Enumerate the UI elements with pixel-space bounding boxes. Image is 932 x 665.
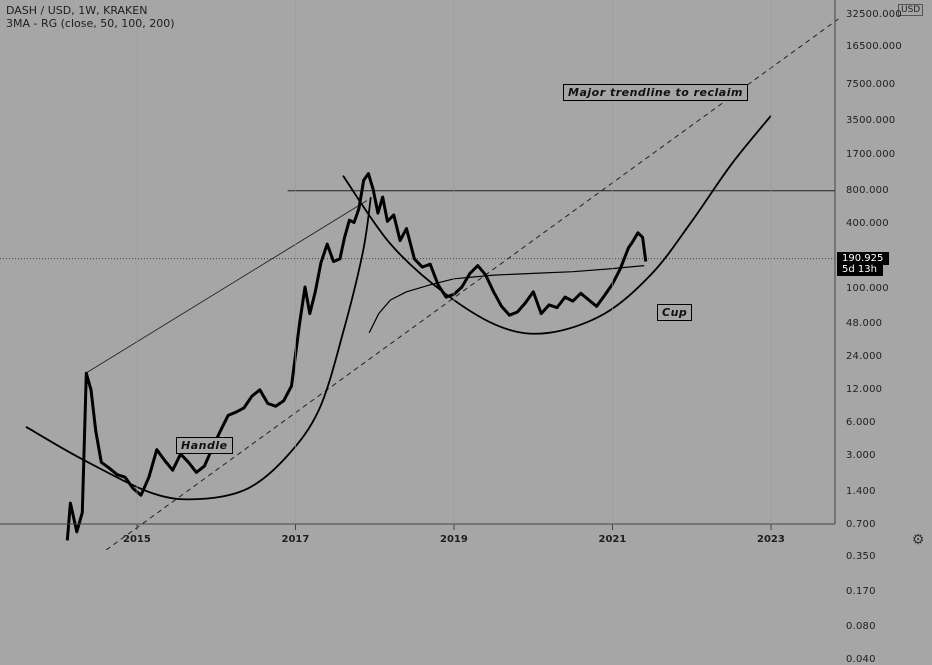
time-tick-label: 2017 — [282, 534, 310, 545]
price-chart[interactable] — [0, 0, 932, 550]
price-tick-label: 400.000 — [846, 218, 889, 229]
cup-curve — [343, 116, 771, 334]
price-tick-label: 7500.000 — [846, 79, 895, 90]
price-tick-label: 48.000 — [846, 318, 882, 329]
price-tick-label: 100.000 — [846, 283, 889, 294]
price-tick-label: 0.700 — [846, 519, 876, 530]
countdown-tag: 5d 13h — [837, 263, 883, 276]
chart-container: DASH / USD, 1W, KRAKEN 3MA - RG (close, … — [0, 0, 932, 550]
price-tick-label: 800.000 — [846, 185, 889, 196]
price-tick-label: 1.400 — [846, 486, 876, 497]
time-tick-label: 2023 — [757, 534, 785, 545]
price-tick-label: 32500.000 — [846, 9, 902, 20]
price-tick-label: 24.000 — [846, 351, 882, 362]
price-tick-label: 12.000 — [846, 384, 882, 395]
trendline-annotation[interactable]: Major trendline to reclaim — [563, 84, 748, 101]
cup-annotation[interactable]: Cup — [657, 304, 692, 321]
price-tick-label: 6.000 — [846, 417, 876, 428]
price-tick-label: 0.350 — [846, 551, 876, 562]
price-tick-label: 0.040 — [846, 654, 876, 665]
price-tick-label: 0.080 — [846, 621, 876, 632]
symbol-info[interactable]: DASH / USD, 1W, KRAKEN — [6, 4, 147, 17]
handle-annotation[interactable]: Handle — [176, 437, 233, 454]
price-tick-label: 0.170 — [846, 586, 876, 597]
series-layer — [67, 174, 646, 541]
time-tick-label: 2015 — [123, 534, 151, 545]
indicator-info[interactable]: 3MA - RG (close, 50, 100, 200) — [6, 17, 175, 30]
price-tick-label: 1700.000 — [846, 149, 895, 160]
time-tick-label: 2021 — [599, 534, 627, 545]
gear-icon[interactable]: ⚙ — [910, 532, 926, 548]
time-tick-label: 2019 — [440, 534, 468, 545]
upper-trendline — [85, 201, 366, 374]
price-tick-label: 3500.000 — [846, 115, 895, 126]
handle-curve — [26, 197, 371, 499]
price-series-line — [67, 174, 646, 541]
price-tick-label: 16500.000 — [846, 41, 902, 52]
price-tick-label: 3.000 — [846, 450, 876, 461]
axes-layer — [0, 0, 835, 530]
